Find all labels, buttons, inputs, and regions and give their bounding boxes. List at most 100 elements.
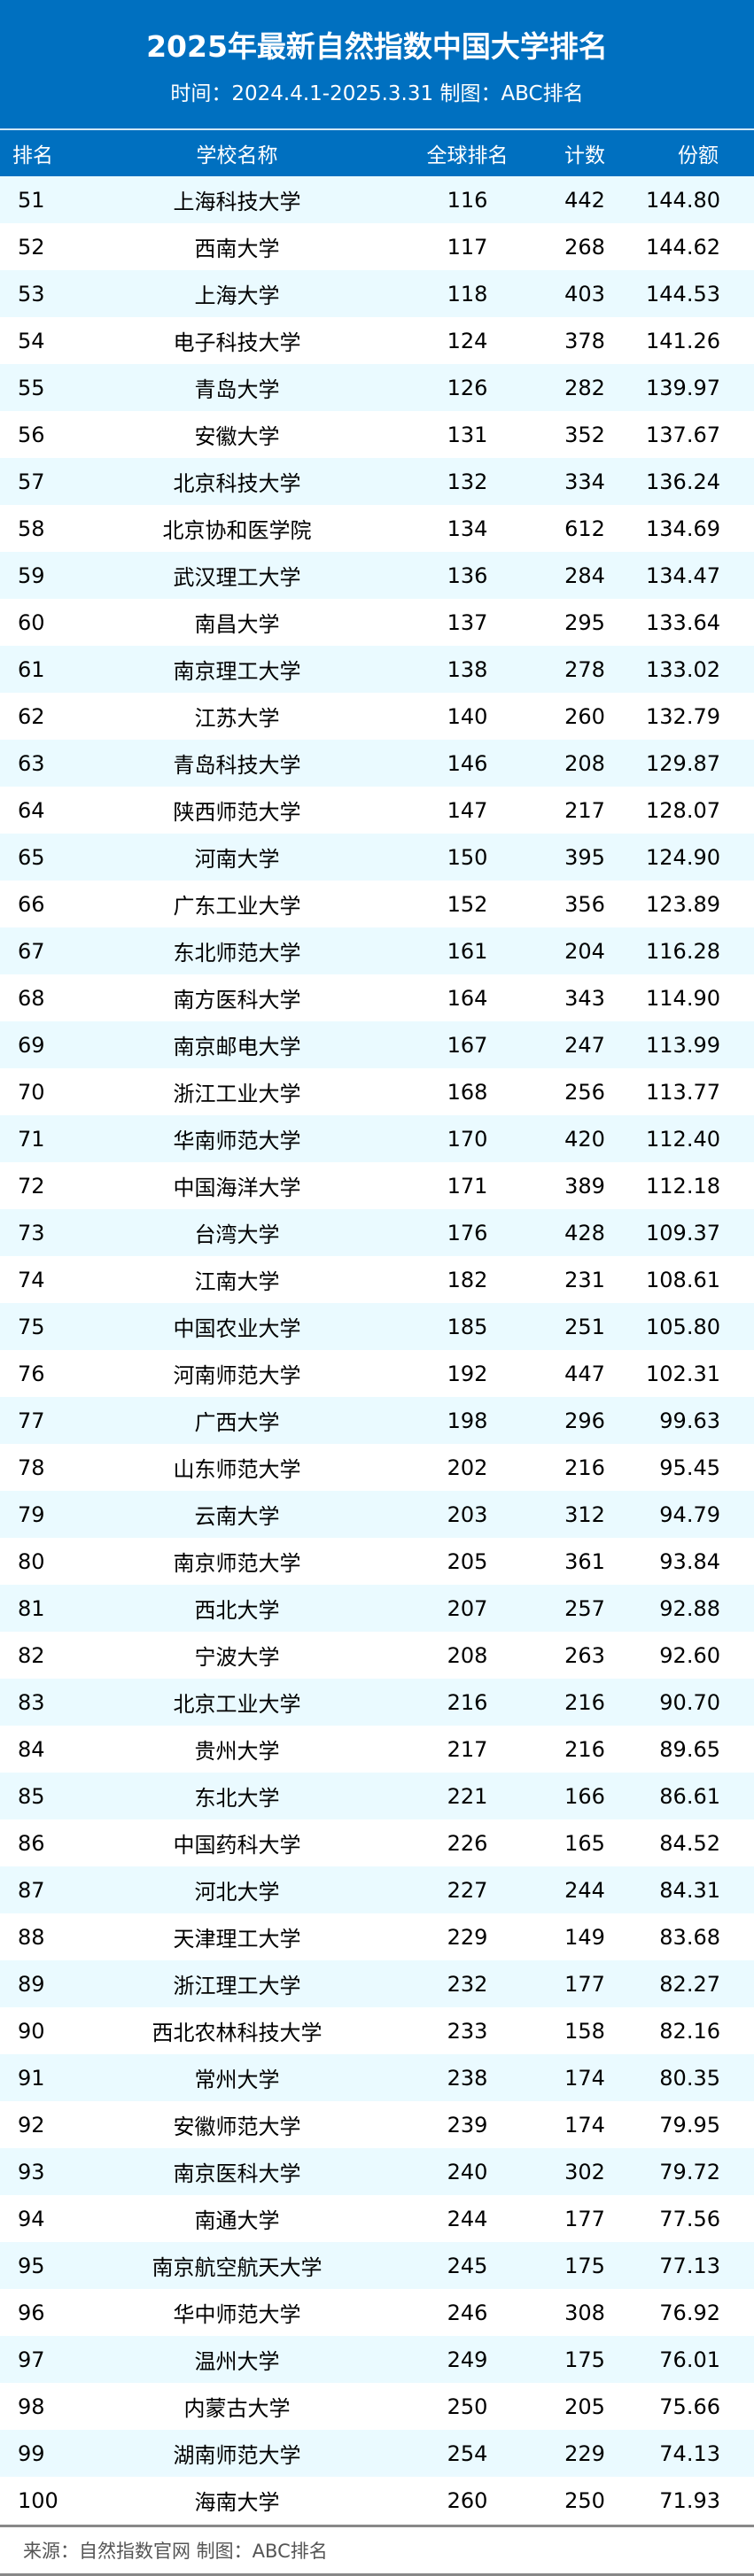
- cell-rank: 73: [18, 1220, 45, 1245]
- table-row: 74 江南大学 182 231 108.61: [0, 1256, 754, 1303]
- cell-school: 上海科技大学: [173, 190, 301, 214]
- cell-rank: 91: [18, 2065, 45, 2091]
- cell-global-rank: 185: [447, 1314, 488, 1339]
- cell-rank: 75: [18, 1314, 45, 1339]
- cell-rank: 52: [18, 234, 45, 260]
- cell-global-rank: 136: [447, 563, 488, 588]
- cell-count: 251: [564, 1314, 605, 1339]
- table-row: 87 河北大学 227 244 84.31: [0, 1866, 754, 1913]
- cell-rank: 88: [18, 1924, 45, 1950]
- cell-global-rank: 198: [447, 1408, 488, 1433]
- cell-global-rank: 117: [447, 234, 488, 260]
- cell-global-rank: 168: [447, 1079, 488, 1105]
- table-row: 84 贵州大学 217 216 89.65: [0, 1726, 754, 1773]
- cell-share: 137.67: [646, 422, 720, 447]
- cell-count: 174: [564, 2112, 605, 2138]
- cell-global-rank: 238: [447, 2065, 488, 2091]
- cell-count: 166: [564, 1783, 605, 1809]
- cell-school: 青岛科技大学: [173, 753, 301, 778]
- cell-share: 77.13: [659, 2253, 720, 2278]
- cell-count: 334: [564, 469, 605, 494]
- cell-count: 204: [564, 938, 605, 964]
- cell-rank: 59: [18, 563, 45, 588]
- cell-share: 77.56: [659, 2206, 720, 2231]
- cell-rank: 79: [18, 1501, 45, 1527]
- col-share: 份额: [678, 144, 719, 167]
- cell-count: 177: [564, 1971, 605, 1997]
- table-row: 52 西南大学 117 268 144.62: [0, 223, 754, 270]
- cell-count: 343: [564, 985, 605, 1011]
- cell-share: 114.90: [646, 985, 720, 1011]
- table-row: 73 台湾大学 176 428 109.37: [0, 1209, 754, 1256]
- cell-share: 92.60: [659, 1642, 720, 1668]
- cell-school: 青岛大学: [194, 377, 280, 402]
- col-count: 计数: [564, 144, 605, 167]
- cell-count: 282: [564, 375, 605, 400]
- cell-rank: 56: [18, 422, 45, 447]
- cell-global-rank: 226: [447, 1830, 488, 1856]
- cell-count: 278: [564, 656, 605, 682]
- cell-global-rank: 124: [447, 328, 488, 353]
- cell-school: 广东工业大学: [173, 894, 301, 919]
- table-body: 51 上海科技大学 116 442 144.80 52 西南大学 117 268 144.62 53…: [0, 176, 754, 2524]
- cell-global-rank: 161: [447, 938, 488, 964]
- col-rank: 排名: [12, 144, 53, 167]
- cell-count: 428: [564, 1220, 605, 1245]
- cell-share: 139.97: [646, 375, 720, 400]
- cell-share: 133.64: [646, 609, 720, 635]
- cell-count: 268: [564, 234, 605, 260]
- cell-count: 216: [564, 1736, 605, 1762]
- cell-global-rank: 167: [447, 1032, 488, 1058]
- cell-count: 250: [564, 2487, 605, 2513]
- cell-count: 389: [564, 1173, 605, 1199]
- cell-school: 湖南师范大学: [173, 2443, 301, 2468]
- cell-share: 136.24: [646, 469, 720, 494]
- table-row: 100 海南大学 260 250 71.93: [0, 2477, 754, 2524]
- table-row: 81 西北大学 207 257 92.88: [0, 1585, 754, 1632]
- table-row: 77 广西大学 198 296 99.63: [0, 1397, 754, 1444]
- cell-global-rank: 192: [447, 1361, 488, 1386]
- table-row: 75 中国农业大学 185 251 105.80: [0, 1303, 754, 1350]
- cell-school: 电子科技大学: [173, 330, 301, 355]
- cell-school: 温州大学: [194, 2349, 280, 2374]
- cell-global-rank: 205: [447, 1548, 488, 1574]
- cell-share: 89.65: [659, 1736, 720, 1762]
- cell-count: 308: [564, 2300, 605, 2325]
- table-row: 91 常州大学 238 174 80.35: [0, 2054, 754, 2101]
- cell-global-rank: 182: [447, 1267, 488, 1292]
- cell-count: 263: [564, 1642, 605, 1668]
- cell-share: 116.28: [646, 938, 720, 964]
- cell-share: 79.72: [659, 2159, 720, 2184]
- cell-global-rank: 132: [447, 469, 488, 494]
- cell-school: 华中师范大学: [173, 2302, 301, 2327]
- cell-school: 山东师范大学: [173, 1457, 301, 1482]
- cell-global-rank: 245: [447, 2253, 488, 2278]
- cell-school: 宁波大学: [194, 1645, 280, 1670]
- cell-rank: 69: [18, 1032, 45, 1058]
- cell-share: 128.07: [646, 797, 720, 823]
- cell-school: 西南大学: [194, 237, 280, 261]
- cell-count: 420: [564, 1126, 605, 1152]
- cell-global-rank: 150: [447, 844, 488, 870]
- cell-share: 83.68: [659, 1924, 720, 1950]
- cell-rank: 67: [18, 938, 45, 964]
- cell-share: 134.69: [646, 516, 720, 541]
- cell-school: 内蒙古大学: [183, 2396, 291, 2421]
- cell-share: 112.18: [646, 1173, 720, 1199]
- cell-school: 南京航空航天大学: [152, 2255, 323, 2280]
- cell-share: 82.16: [659, 2018, 720, 2044]
- table-row: 71 华南师范大学 170 420 112.40: [0, 1115, 754, 1162]
- cell-rank: 93: [18, 2159, 45, 2184]
- table-row: 56 安徽大学 131 352 137.67: [0, 411, 754, 458]
- cell-count: 208: [564, 750, 605, 776]
- cell-count: 442: [564, 187, 605, 213]
- cell-share: 144.80: [646, 187, 720, 213]
- cell-global-rank: 203: [447, 1501, 488, 1527]
- cell-share: 134.47: [646, 563, 720, 588]
- cell-school: 南京理工大学: [173, 659, 301, 684]
- table-row: 65 河南大学 150 395 124.90: [0, 834, 754, 881]
- cell-rank: 70: [18, 1079, 45, 1105]
- cell-global-rank: 202: [447, 1455, 488, 1480]
- cell-share: 113.99: [646, 1032, 720, 1058]
- cell-rank: 83: [18, 1689, 45, 1715]
